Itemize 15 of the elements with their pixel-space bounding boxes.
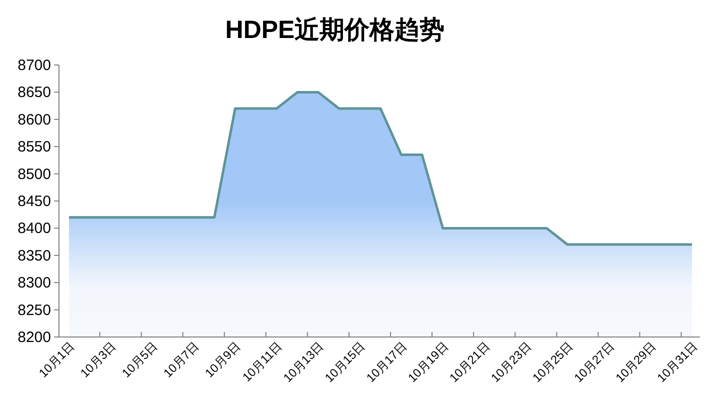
chart-title: HDPE近期价格趋势 xyxy=(225,16,445,44)
y-tick-label: 8600 xyxy=(18,111,51,128)
y-tick-label: 8300 xyxy=(18,274,51,292)
y-tick-label: 8400 xyxy=(18,220,51,238)
y-tick-label: 8350 xyxy=(18,247,51,264)
y-tick-label: 8450 xyxy=(18,193,51,210)
y-tick-label: 8550 xyxy=(18,138,51,156)
x-tick-label: 10月3日 xyxy=(78,339,119,380)
y-tick-label: 8700 xyxy=(18,57,51,74)
y-tick-label: 8250 xyxy=(18,302,51,319)
y-tick-label: 8650 xyxy=(18,84,51,102)
x-tick-label: 10月5日 xyxy=(119,339,160,380)
y-tick-label: 8200 xyxy=(18,329,51,346)
y-tick-label: 8500 xyxy=(18,166,51,183)
x-tick-label: 10月7日 xyxy=(160,339,202,380)
